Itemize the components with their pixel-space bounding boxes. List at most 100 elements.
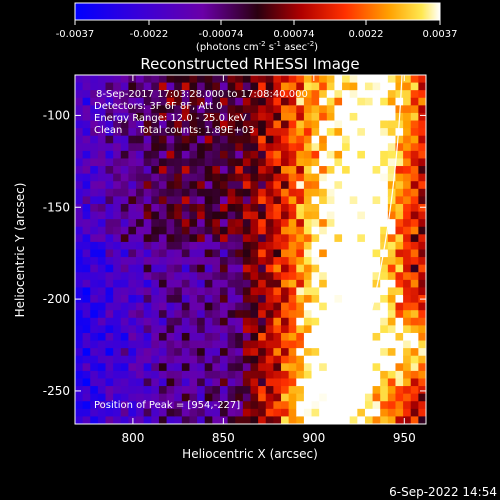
heatmap-cell xyxy=(128,234,137,243)
heatmap-cell xyxy=(204,348,213,357)
heatmap-cell xyxy=(181,135,191,144)
heatmap-cell xyxy=(242,203,252,213)
heatmap-cell xyxy=(380,128,389,137)
heatmap-cell xyxy=(128,226,137,235)
heatmap-cell xyxy=(227,196,236,205)
footer-timestamp: 6-Sep-2022 14:54 xyxy=(389,485,497,499)
heatmap-cell xyxy=(288,97,297,106)
heatmap-cell xyxy=(387,226,397,235)
heatmap-cell xyxy=(181,279,191,289)
heatmap-cell xyxy=(342,287,351,296)
heatmap-cell xyxy=(258,295,267,304)
heatmap-cell xyxy=(82,348,91,357)
heatmap-cell xyxy=(235,90,244,99)
heatmap-cell xyxy=(113,302,122,311)
heatmap-cell xyxy=(281,82,290,91)
heatmap-cell xyxy=(395,272,404,281)
heatmap-cell xyxy=(319,105,328,114)
heatmap-cell xyxy=(97,378,107,387)
heatmap-cell xyxy=(364,363,374,372)
heatmap-cell xyxy=(242,287,252,296)
heatmap-cell xyxy=(166,112,175,122)
heatmap-cell xyxy=(212,249,221,258)
heatmap-cell xyxy=(136,416,145,424)
heatmap-cell xyxy=(364,408,374,418)
heatmap-cell xyxy=(418,82,426,91)
heatmap-cell xyxy=(105,272,114,281)
heatmap-cell xyxy=(410,408,419,418)
heatmap-cell xyxy=(204,90,213,99)
heatmap-cell xyxy=(281,264,290,273)
heatmap-cell xyxy=(128,90,137,99)
heatmap-cell xyxy=(90,370,99,380)
heatmap-cell xyxy=(97,234,107,243)
heatmap-cell xyxy=(311,166,320,175)
heatmap-cell xyxy=(174,249,183,258)
heatmap-cell xyxy=(250,234,259,243)
heatmap-cell xyxy=(403,310,412,319)
heatmap-cell xyxy=(75,348,84,357)
heatmap-cell xyxy=(82,143,91,152)
heatmap-cell xyxy=(136,310,145,319)
heatmap-cell xyxy=(303,355,313,364)
heatmap-cell xyxy=(288,158,297,167)
heatmap-cell xyxy=(410,211,419,220)
heatmap-cell xyxy=(357,158,366,167)
heatmap-cell xyxy=(372,203,381,213)
heatmap-cell xyxy=(418,135,426,144)
heatmap-cell xyxy=(349,272,358,281)
heatmap-cell xyxy=(75,150,84,160)
heatmap-cell xyxy=(265,416,274,424)
heatmap-cell xyxy=(342,386,351,395)
heatmap-cell xyxy=(319,158,328,167)
heatmap-cell xyxy=(219,332,229,342)
heatmap-cell xyxy=(181,393,191,402)
heatmap-cell xyxy=(97,90,107,99)
heatmap-cell xyxy=(181,355,191,364)
heatmap-cell xyxy=(158,378,168,387)
heatmap-cell xyxy=(303,249,313,258)
heatmap-cell xyxy=(113,196,122,205)
plot-frame xyxy=(74,74,427,425)
heatmap-cell xyxy=(82,128,91,137)
heatmap-cell xyxy=(265,188,274,197)
heatmap-cell xyxy=(82,135,91,144)
heatmap-cell xyxy=(281,120,290,129)
heatmap-cell xyxy=(258,264,267,273)
heatmap-cell xyxy=(181,120,191,129)
heatmap-cell xyxy=(174,211,183,220)
heatmap-cell xyxy=(273,82,282,91)
heatmap-cell xyxy=(204,173,213,182)
heatmap-cell xyxy=(258,150,267,160)
heatmap-cell xyxy=(258,416,267,424)
heatmap-cell xyxy=(334,75,343,84)
heatmap-cell xyxy=(136,249,145,258)
heatmap-cell xyxy=(82,287,91,296)
heatmap-cell xyxy=(113,287,122,296)
heatmap-cell xyxy=(90,181,99,190)
heatmap-cell xyxy=(250,241,259,251)
heatmap-cell xyxy=(143,196,152,205)
heatmap-cell xyxy=(357,279,366,289)
heatmap-cell xyxy=(357,355,366,364)
heatmap-cell xyxy=(174,408,183,418)
heatmap-cell xyxy=(349,173,358,182)
solar-limb xyxy=(335,75,403,424)
heatmap-cell xyxy=(219,97,229,106)
heatmap-cell xyxy=(288,295,297,304)
heatmap-cell xyxy=(120,97,130,106)
heatmap-cell xyxy=(265,386,274,395)
heatmap-cell xyxy=(372,272,381,281)
heatmap-cell xyxy=(418,325,426,334)
heatmap-cell xyxy=(357,363,366,372)
heatmap-cell xyxy=(273,279,282,289)
heatmap-cell xyxy=(227,310,236,319)
heatmap-cell xyxy=(410,302,419,311)
heatmap-cell xyxy=(158,203,168,213)
heatmap-cell xyxy=(342,150,351,160)
heatmap-cell xyxy=(158,401,168,410)
heatmap-cell xyxy=(357,120,366,129)
heatmap-cell xyxy=(418,310,426,319)
heatmap-cell xyxy=(204,332,213,342)
heatmap-cell xyxy=(97,393,107,402)
